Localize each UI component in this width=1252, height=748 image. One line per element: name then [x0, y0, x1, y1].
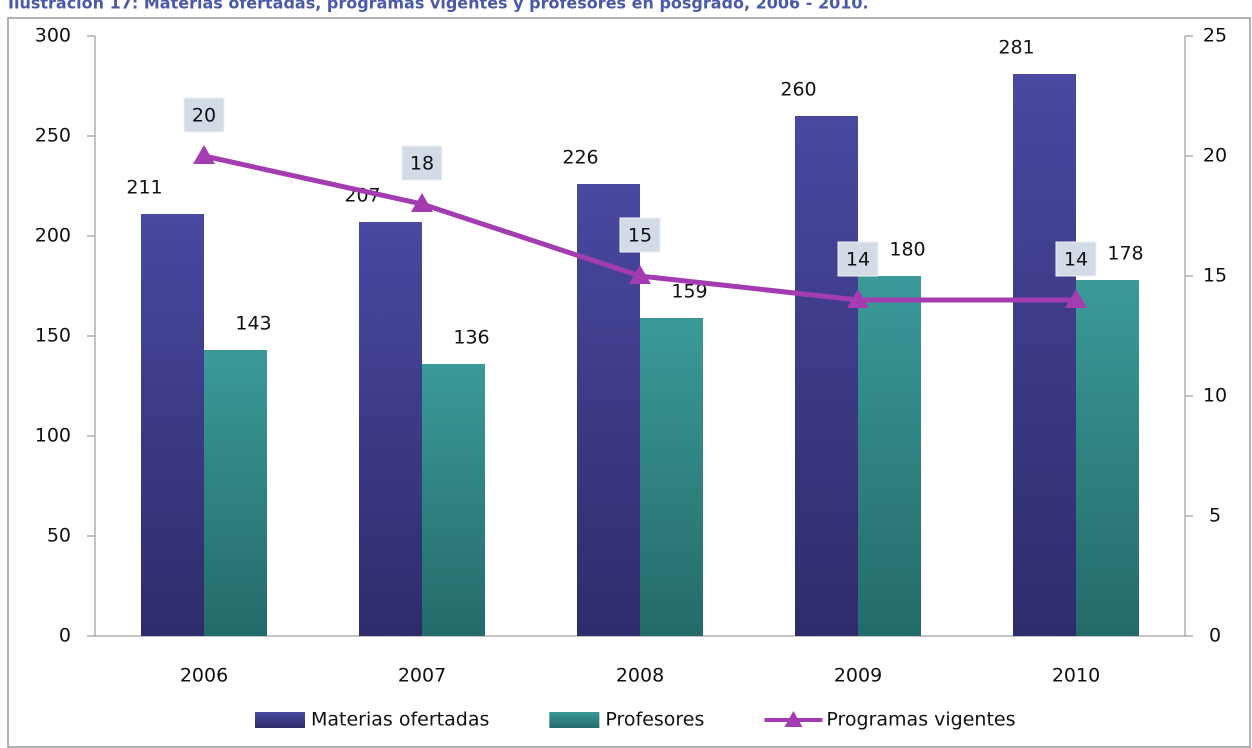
bar-value-label: 143 — [235, 313, 271, 335]
bar — [858, 276, 921, 636]
x-tick-label: 2010 — [1052, 665, 1100, 687]
line-marker — [847, 289, 869, 308]
y2-tick-label: 0 — [1209, 625, 1221, 647]
bar-value-label: 180 — [889, 239, 925, 261]
value-label-box — [183, 97, 225, 133]
bar-value-label: 136 — [453, 327, 489, 349]
y-tick-label: 150 — [35, 325, 71, 347]
line-marker — [193, 145, 215, 164]
bar-value-label: 211 — [126, 177, 162, 199]
y2-tick-label: 5 — [1209, 505, 1221, 527]
x-tick-label: 2006 — [180, 665, 228, 687]
value-label-box — [1055, 241, 1097, 277]
bar-value-label: 281 — [998, 37, 1034, 59]
value-label-box — [619, 217, 661, 253]
legend-label: Materias ofertadas — [311, 709, 489, 731]
legend-swatch — [255, 712, 305, 728]
value-label-box — [401, 145, 443, 181]
y2-tick-label: 10 — [1203, 385, 1227, 407]
line-value-label: 15 — [628, 225, 652, 247]
bar — [141, 214, 204, 636]
legend-label: Profesores — [605, 709, 704, 731]
x-tick-label: 2007 — [398, 665, 446, 687]
x-tick-label: 2009 — [834, 665, 882, 687]
y-tick-label: 100 — [35, 425, 71, 447]
legend-label: Programas vigentes — [826, 709, 1015, 731]
bar-value-label: 178 — [1107, 243, 1143, 265]
bar — [359, 222, 422, 636]
bar — [640, 318, 703, 636]
chart-title: Ilustración 17: Materias ofertadas, prog… — [8, 0, 869, 13]
line-value-label: 14 — [846, 249, 870, 271]
line-marker — [1065, 289, 1087, 308]
y-tick-label: 200 — [35, 225, 71, 247]
bar-value-label: 260 — [780, 79, 816, 101]
line-value-label: 14 — [1064, 249, 1088, 271]
bar — [1076, 280, 1139, 636]
y-tick-label: 250 — [35, 125, 71, 147]
bar — [422, 364, 485, 636]
line-marker — [629, 265, 651, 284]
x-tick-label: 2008 — [616, 665, 664, 687]
y-tick-label: 300 — [35, 25, 71, 47]
bar — [204, 350, 267, 636]
bar-value-label: 226 — [562, 147, 598, 169]
legend-swatch — [784, 711, 803, 727]
bar — [795, 116, 858, 636]
y-tick-label: 50 — [47, 525, 71, 547]
frame — [7, 17, 1251, 748]
y2-tick-label: 15 — [1203, 265, 1227, 287]
legend-swatch — [549, 712, 600, 728]
y2-tick-label: 20 — [1203, 145, 1227, 167]
bar — [1013, 74, 1076, 636]
line-value-label: 18 — [410, 153, 434, 175]
line-value-label: 20 — [192, 105, 216, 127]
bar-value-label: 159 — [671, 281, 707, 303]
y-tick-label: 0 — [59, 625, 71, 647]
value-label-box — [837, 241, 879, 277]
y2-tick-label: 25 — [1203, 25, 1227, 47]
line-marker — [411, 193, 433, 212]
